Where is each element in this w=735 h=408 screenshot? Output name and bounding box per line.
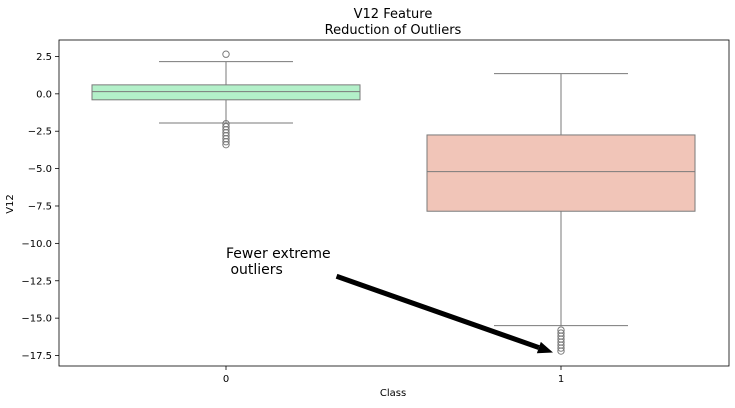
annotation-text-line: outliers	[226, 262, 283, 278]
annotation-arrow-head	[536, 341, 553, 354]
plot-area	[58, 39, 730, 367]
y-axis: 2.5 0.0 −2.5 −5.0 −7.5 −10.0 −12.5 −15.0 −17.5	[21, 52, 59, 362]
outlier-point	[222, 140, 230, 149]
box-group-0	[91, 50, 361, 149]
x-tick-label: 0	[223, 374, 229, 385]
box-group-1	[426, 73, 696, 355]
box-iqr	[426, 134, 696, 212]
annotation-arrow-shaft	[335, 273, 540, 350]
y-axis-label: V12	[5, 194, 16, 214]
annotation: Fewer extreme outliers	[226, 246, 553, 354]
x-tick-label: 1	[558, 374, 564, 385]
y-tick-label: 2.5	[36, 52, 52, 63]
title-line: V12 Feature	[354, 7, 433, 22]
outlier-point	[557, 347, 565, 355]
outlier-point	[557, 344, 565, 352]
outlier-point	[222, 50, 230, 58]
y-tick-label: −2.5	[28, 127, 52, 138]
y-tick-label: −10.0	[21, 239, 52, 250]
y-tick-label: −5.0	[28, 164, 52, 175]
y-tick-label: −15.0	[21, 314, 52, 325]
plot-frame	[58, 39, 730, 367]
y-tick-label: 0.0	[36, 89, 52, 100]
outlier-point	[222, 137, 230, 146]
y-tick-label: −12.5	[21, 276, 52, 287]
title-line: Reduction of Outliers	[325, 23, 462, 38]
y-tick-label: −17.5	[21, 351, 52, 362]
box-iqr	[91, 84, 361, 101]
x-axis-label: Class	[380, 388, 406, 399]
y-tick-label: −7.5	[28, 201, 52, 212]
annotation-text-line: Fewer extreme	[226, 246, 331, 262]
